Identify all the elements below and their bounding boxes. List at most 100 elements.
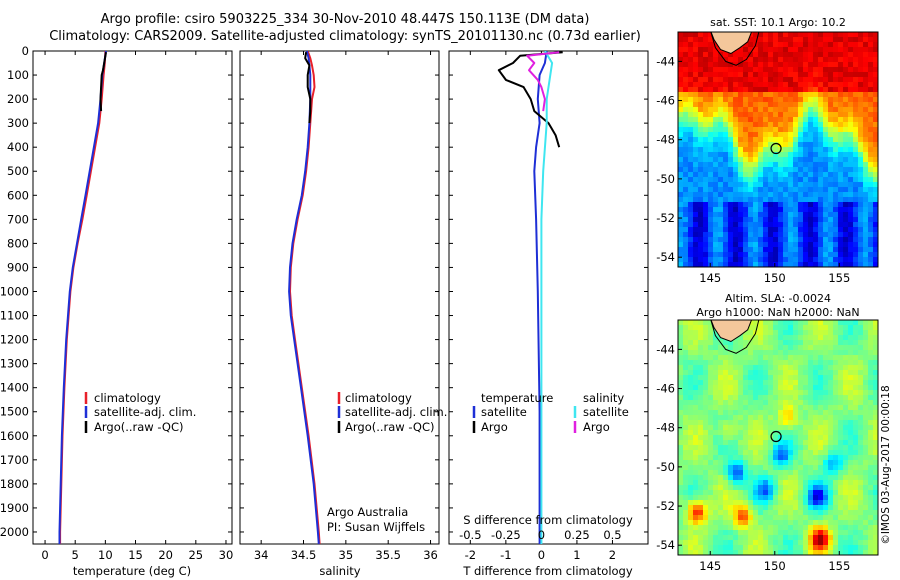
map-cell <box>863 57 869 63</box>
map-cell <box>763 72 769 78</box>
map-cell <box>858 360 864 366</box>
map-cell <box>873 32 878 38</box>
map-cell <box>748 415 754 421</box>
map-cell <box>853 67 859 73</box>
map-cell <box>743 142 749 148</box>
map-cell <box>723 247 729 253</box>
map-cell <box>863 340 869 346</box>
map-cell <box>803 420 809 426</box>
map-cell <box>823 330 829 336</box>
map-cell <box>743 545 749 551</box>
map-y-tick-label: -44 <box>656 54 675 68</box>
map-cell <box>843 355 849 361</box>
map-cell <box>858 470 864 476</box>
map-cell <box>773 470 779 476</box>
map-cell <box>688 425 694 431</box>
map-cell <box>858 47 864 53</box>
map-cell <box>848 410 854 416</box>
map-cell <box>753 122 759 128</box>
y-tick-label: 1600 <box>0 429 29 443</box>
map-cell <box>773 72 779 78</box>
map-cell <box>733 535 739 541</box>
map-cell <box>713 82 719 88</box>
map-cell <box>718 405 724 411</box>
map-cell <box>838 67 844 73</box>
map-cell <box>753 82 759 88</box>
map-cell <box>728 102 734 108</box>
map-cell <box>863 540 869 546</box>
map-cell <box>793 410 799 416</box>
map-cell <box>683 535 689 541</box>
map-cell <box>858 62 864 68</box>
map-cell <box>743 82 749 88</box>
map-cell <box>688 217 694 223</box>
map-cell <box>678 460 684 466</box>
map-cell <box>788 142 794 148</box>
map-cell <box>738 102 744 108</box>
map-cell <box>868 545 874 551</box>
map-cell <box>798 325 804 331</box>
map-cell <box>868 380 874 386</box>
map-cell <box>793 515 799 521</box>
map-cell <box>758 320 764 326</box>
map-cell <box>823 465 829 471</box>
map-cell <box>848 525 854 531</box>
map-cell <box>838 490 844 496</box>
map-cell <box>828 385 834 391</box>
map-cell <box>708 490 714 496</box>
map-cell <box>738 157 744 163</box>
map-cell <box>838 410 844 416</box>
map-cell <box>813 222 819 228</box>
map-cell <box>683 485 689 491</box>
map-cell <box>743 252 749 258</box>
map-cell <box>758 480 764 486</box>
map-cell <box>708 530 714 536</box>
map-cell <box>683 550 689 555</box>
map-cell <box>693 57 699 63</box>
map-cell <box>728 142 734 148</box>
map-cell <box>738 465 744 471</box>
map-cell <box>763 247 769 253</box>
map-cell <box>818 365 824 371</box>
map-cell <box>698 330 704 336</box>
map-cell <box>843 72 849 78</box>
map-cell <box>788 490 794 496</box>
map-cell <box>678 202 684 208</box>
map-cell <box>868 87 874 93</box>
sla-map-title-1: Altim. SLA: -0.0024 <box>724 292 831 305</box>
map-cell <box>798 57 804 63</box>
map-cell <box>838 450 844 456</box>
map-cell <box>868 137 874 143</box>
map-cell <box>738 202 744 208</box>
map-cell <box>678 365 684 371</box>
map-cell <box>743 460 749 466</box>
map-cell <box>873 117 878 123</box>
map-cell <box>713 360 719 366</box>
map-cell <box>853 545 859 551</box>
map-cell <box>798 355 804 361</box>
map-cell <box>743 405 749 411</box>
map-cell <box>713 510 719 516</box>
map-cell <box>798 247 804 253</box>
map-cell <box>758 112 764 118</box>
map-cell <box>693 445 699 451</box>
map-cell <box>783 247 789 253</box>
map-cell <box>858 257 864 263</box>
map-cell <box>768 122 774 128</box>
map-cell <box>838 465 844 471</box>
map-cell <box>818 330 824 336</box>
map-cell <box>698 445 704 451</box>
map-cell <box>813 112 819 118</box>
map-cell <box>698 360 704 366</box>
map-cell <box>868 47 874 53</box>
map-cell <box>873 325 878 331</box>
map-cell <box>768 520 774 526</box>
map-cell <box>873 147 878 153</box>
map-cell <box>753 375 759 381</box>
map-cell <box>828 490 834 496</box>
map-cell <box>813 262 819 267</box>
map-cell <box>688 405 694 411</box>
map-cell <box>858 92 864 98</box>
map-cell <box>853 425 859 431</box>
map-cell <box>703 345 709 351</box>
